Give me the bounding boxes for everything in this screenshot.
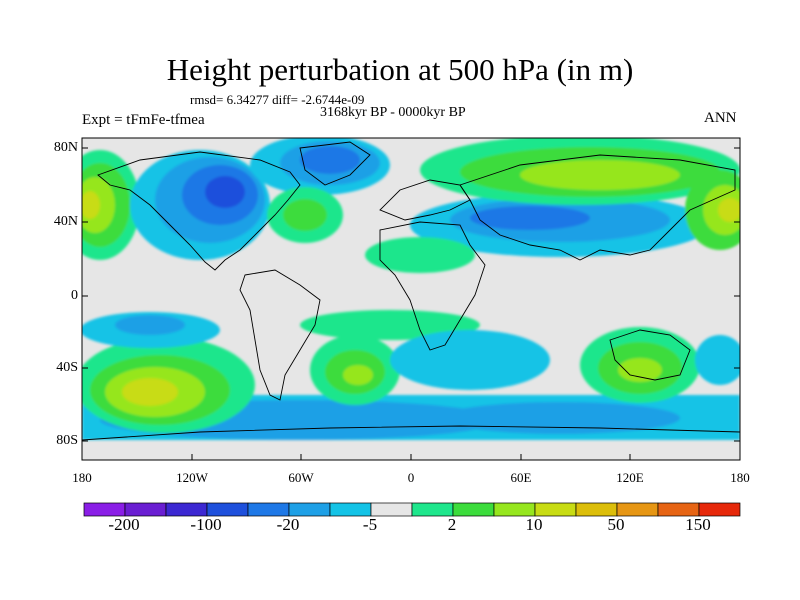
field-patch — [300, 310, 480, 340]
field-patch — [390, 330, 550, 390]
season-label: ANN — [704, 110, 737, 126]
colorbar-label: -20 — [276, 515, 300, 534]
field-layer — [82, 138, 740, 460]
lat-tick-label: 40N — [53, 214, 78, 229]
lat-tick-label: 80N — [53, 140, 78, 155]
lon-tick-label: 0 — [407, 470, 415, 485]
colorbar-label: 150 — [685, 515, 711, 534]
field-patch — [440, 402, 680, 434]
coastlines — [82, 141, 740, 441]
lon-tick-label: 120W — [176, 470, 208, 485]
colorbar — [83, 502, 741, 517]
field-patch — [283, 199, 327, 231]
field-patch — [205, 176, 245, 208]
stats-label: rmsd= 6.34277 diff= -2.6744e-09 — [190, 92, 365, 107]
lon-tick-label: 180 — [730, 470, 750, 485]
colorbar-label: -200 — [108, 515, 140, 534]
period-label: 3168kyr BP - 0000kyr BP — [320, 105, 466, 120]
colorbar-label: 2 — [447, 515, 457, 534]
lon-tick-label: 180 — [72, 470, 92, 485]
lon-tick-label: 60W — [288, 470, 314, 485]
map-title: Height perturbation at 500 hPa (in m) — [166, 52, 634, 87]
colorbar-label: -100 — [190, 515, 222, 534]
field-patch — [122, 378, 178, 406]
axis-ticks — [82, 147, 740, 460]
colorbar-label: 10 — [525, 515, 543, 534]
lat-tick-label: 0 — [71, 288, 78, 303]
field-patch — [695, 335, 740, 385]
experiment-label: Expt = tFmFe-tfmea — [82, 112, 205, 128]
field-patch — [82, 191, 100, 219]
lat-tick-label: 80S — [56, 433, 78, 448]
field-patch — [343, 365, 373, 385]
field-patch — [520, 160, 680, 190]
colorbar-label: -5 — [362, 515, 378, 534]
colorbar-swatch — [698, 502, 741, 517]
colorbar-label: 50 — [607, 515, 625, 534]
field-patch — [300, 146, 360, 174]
lat-tick-label: 40S — [56, 360, 78, 375]
lon-tick-label: 120E — [616, 470, 644, 485]
field-patch — [718, 198, 740, 222]
field-patch — [115, 315, 185, 335]
field-patch — [365, 237, 475, 273]
field-patch — [470, 206, 590, 230]
lon-tick-label: 60E — [510, 470, 532, 485]
field-patch — [618, 358, 662, 382]
